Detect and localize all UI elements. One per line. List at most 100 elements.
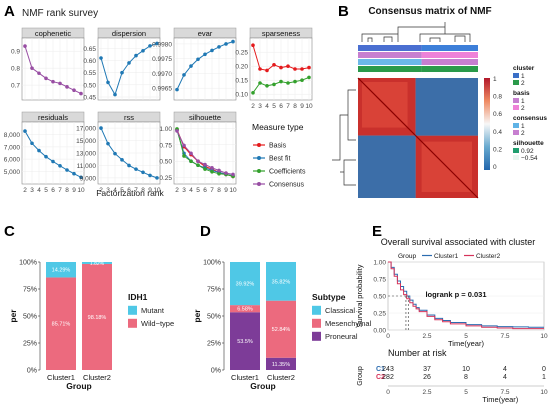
- data-point: [106, 141, 110, 146]
- facet-xtick: 6: [127, 187, 131, 194]
- data-point: [79, 175, 83, 180]
- ytick-label: 75%: [23, 287, 37, 294]
- ytick-label: 0.25: [373, 311, 386, 318]
- facet-sparseness: sparseness 0.25 0.20 0.15 0.102 3 4 5 6 7 8 9 10: [235, 27, 313, 110]
- data-point: [265, 84, 269, 88]
- legend-marker: [257, 169, 261, 173]
- km-curve-cluster2: [388, 261, 544, 330]
- data-point: [175, 129, 179, 133]
- data-point: [127, 61, 131, 65]
- category-label: Cluster1: [231, 373, 259, 382]
- legend-label: 1: [521, 98, 525, 105]
- data-point: [224, 171, 228, 175]
- data-point: [182, 154, 186, 158]
- dendrogram-top: [361, 22, 471, 42]
- annotation-bar: [421, 52, 478, 58]
- data-point: [127, 163, 131, 168]
- legend-swatch: [312, 331, 321, 341]
- xtick-label: 2.5: [422, 333, 431, 340]
- data-point: [134, 167, 138, 171]
- facet-xtick: 8: [217, 187, 221, 194]
- facet-title: residuals: [38, 113, 68, 122]
- xtick-label: 5: [464, 333, 468, 340]
- legend-marker: [257, 143, 261, 147]
- data-point: [120, 158, 124, 162]
- x-axis-label: Group: [66, 381, 92, 391]
- legend-label: Coefficients: [269, 169, 306, 176]
- data-point: [51, 159, 55, 164]
- data-point: [65, 168, 69, 172]
- ytick-label: 0.00: [373, 328, 386, 335]
- data-point: [258, 67, 262, 71]
- data-point: [286, 64, 290, 68]
- data-point: [155, 41, 159, 46]
- facet-ytick: 6,000: [4, 157, 21, 164]
- facet-xtick: 3: [106, 187, 110, 194]
- facet-ytick: 8,000: [4, 132, 21, 139]
- ytick-label: 0.75: [373, 277, 386, 284]
- data-point: [203, 167, 207, 171]
- facet-title: silhouette: [189, 113, 221, 122]
- y-axis-label: per: [8, 309, 18, 323]
- data-point: [293, 67, 297, 71]
- data-point: [210, 166, 214, 170]
- facet-ytick: 0.25: [159, 175, 172, 182]
- legend-label: Consensus: [269, 182, 305, 189]
- annotation-bar: [421, 66, 478, 72]
- legend-label: 2: [521, 105, 525, 112]
- facet-ytick: 5,000: [4, 169, 21, 176]
- ytick-label: 0%: [27, 368, 37, 375]
- ytick-label: 50%: [23, 314, 37, 321]
- facet-xtick: 3: [30, 187, 34, 194]
- facet-xtick: 7: [286, 103, 290, 110]
- risk-value: 1: [542, 374, 546, 381]
- legend-swatch: [513, 123, 519, 128]
- bar-segment: [82, 263, 112, 370]
- data-point: [23, 44, 27, 48]
- risk-value: 243: [382, 366, 394, 373]
- facet-xtick: 9: [72, 187, 76, 194]
- facet-evar: evar 0.9980 0.9975 0.9970 0.9965: [152, 27, 237, 101]
- data-point: [279, 79, 283, 84]
- annotation-bar: [358, 45, 422, 51]
- data-point: [210, 48, 214, 53]
- bar-segment: [230, 262, 260, 306]
- facet-xtick: 10: [77, 187, 85, 194]
- panel-c: 0% 25% 50% 75% 100% per 85.71% 14.29% Cluster1 98…: [8, 260, 174, 392]
- data-point: [141, 48, 145, 53]
- dendrogram-left: [332, 89, 356, 186]
- data-point: [148, 173, 152, 178]
- facet-xtick: 6: [279, 103, 283, 110]
- facet-title: dispersion: [112, 29, 146, 38]
- facet-ytick: 0.50: [159, 159, 172, 166]
- colorbar-tick: 0: [493, 164, 497, 171]
- risk-xtick: 5: [464, 389, 468, 396]
- facet-title: evar: [198, 29, 213, 38]
- y-axis-label: per: [192, 309, 202, 323]
- data-point: [37, 148, 41, 153]
- facet-residuals: residuals 8,000 7,000 6,000 5,000 2 3 4 5 6 7 8 9 10: [4, 111, 85, 194]
- facet-ytick: 17,000: [76, 126, 96, 133]
- bar-segment: [46, 277, 76, 370]
- facet-title: sparseness: [262, 29, 301, 38]
- legend-swatch: [513, 73, 519, 78]
- data-point: [113, 151, 117, 156]
- legend-group-title: basis: [513, 90, 530, 97]
- legend-swatch: [312, 318, 321, 328]
- facet-ytick: 0.7: [11, 83, 20, 90]
- panel-b-title: Consensus matrix of NMF: [368, 6, 491, 17]
- data-point: [286, 81, 290, 85]
- annotation-bar: [358, 66, 422, 72]
- risk-xtick: 7.5: [500, 389, 509, 396]
- data-point: [217, 45, 221, 49]
- legend-title: Subtype: [312, 292, 346, 302]
- facet-xtick: 7: [58, 187, 62, 194]
- ytick-label: 75%: [207, 287, 221, 294]
- facet-ytick: 0.8: [11, 66, 20, 73]
- facet-xtick: 9: [300, 103, 304, 110]
- data-point: [37, 71, 41, 76]
- colorbar-tick: 0.6: [493, 111, 502, 118]
- facet-ytick: 0.45: [83, 95, 96, 102]
- facet-ytick: 0.60: [83, 58, 96, 65]
- legend-label: Cluster2: [476, 253, 501, 260]
